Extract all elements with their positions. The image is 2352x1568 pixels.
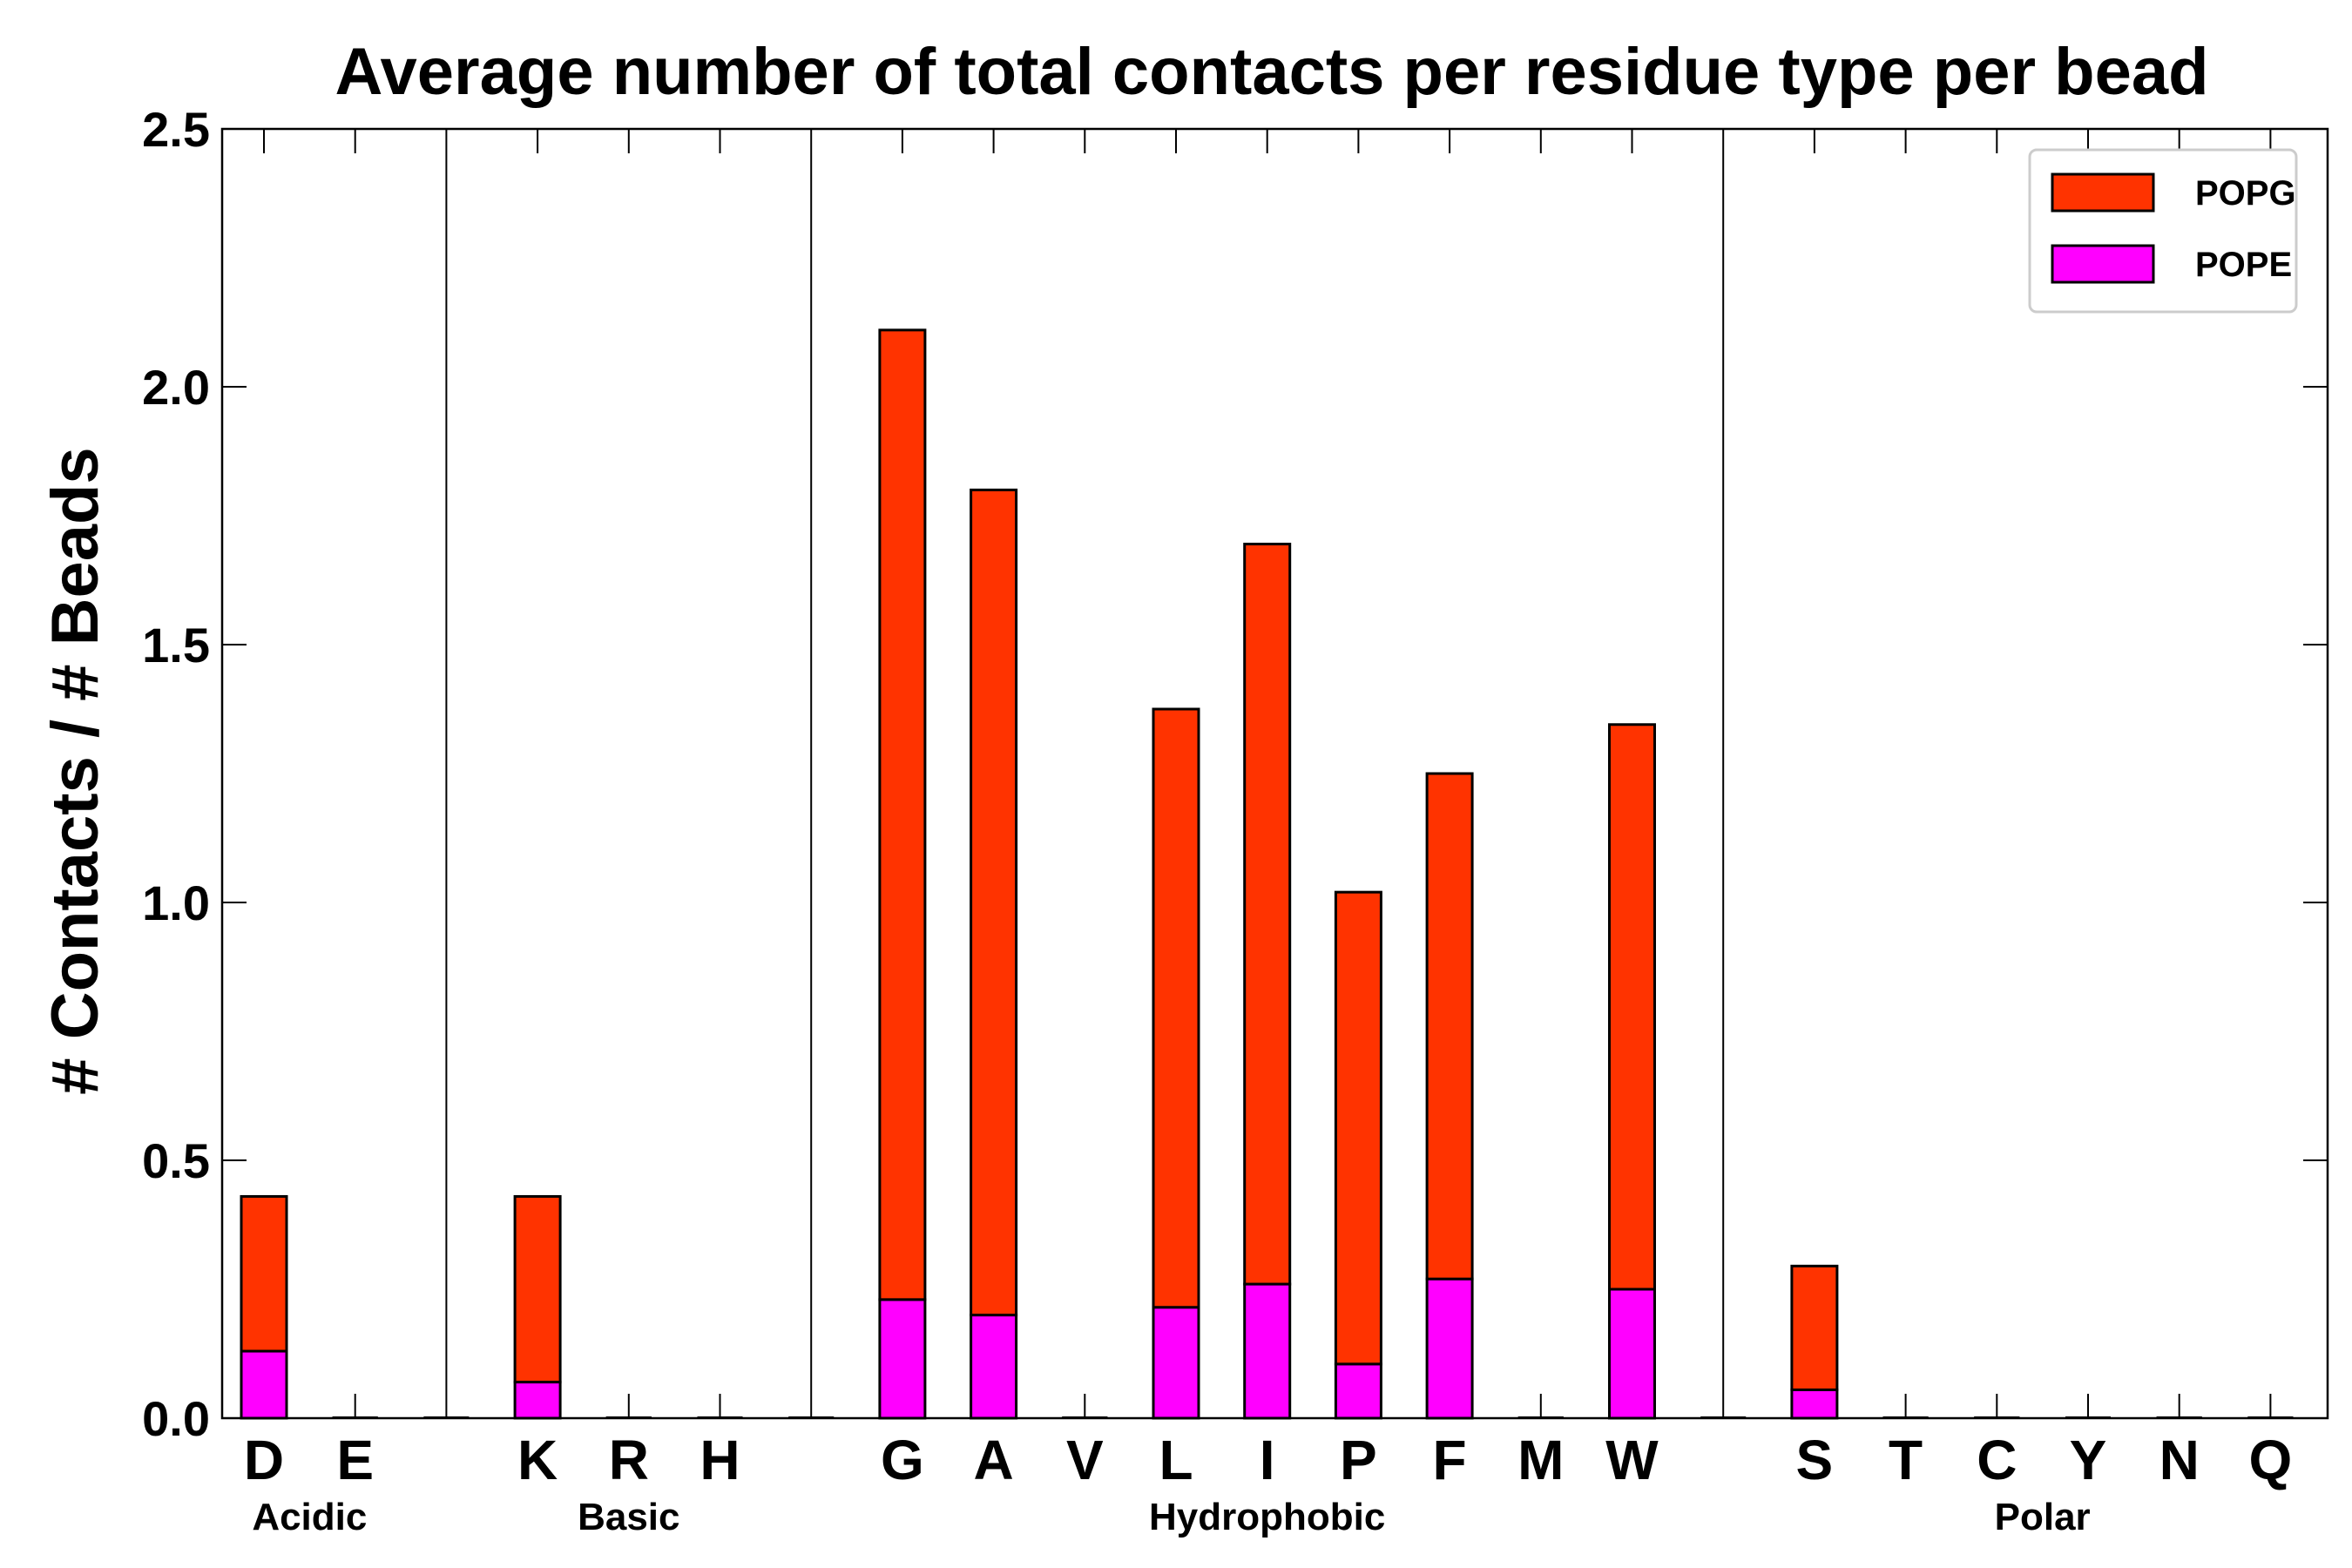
y-tick-label: 1.5	[142, 618, 210, 672]
bar-pope-s	[1790, 1388, 1839, 1420]
x-tick-label: W	[1605, 1429, 1659, 1491]
x-tick-label: G	[881, 1429, 924, 1491]
x-tick-label: C	[1977, 1429, 2017, 1491]
bar-popg-k	[513, 1194, 562, 1384]
bar-popg-d	[240, 1194, 288, 1353]
bar-popg-i	[1243, 543, 1292, 1286]
group-label: Hydrophobic	[1149, 1496, 1385, 1538]
bar-pope-f	[1425, 1277, 1474, 1420]
bar-popg-f	[1425, 772, 1474, 1281]
x-tick-label: L	[1159, 1429, 1193, 1491]
x-tick-label: F	[1433, 1429, 1467, 1491]
bar-pope-a	[970, 1314, 1018, 1420]
y-tick-label: 0.0	[142, 1391, 210, 1446]
bar-pope-l	[1152, 1306, 1200, 1420]
y-tick-label: 2.5	[142, 102, 210, 157]
bar-popg-s	[1790, 1264, 1839, 1391]
y-tick-label: 1.0	[142, 875, 210, 930]
y-tick-label: 2.0	[142, 360, 210, 415]
x-tick-label: R	[609, 1429, 649, 1491]
bar-pope-d	[240, 1349, 288, 1420]
group-label: Polar	[1995, 1496, 2091, 1538]
x-tick-label: N	[2159, 1429, 2200, 1491]
x-tick-label: Q	[2249, 1429, 2293, 1491]
y-axis-label: # Contacts / # Beads	[38, 447, 112, 1094]
bar-pope-p	[1334, 1362, 1382, 1420]
legend-label-popg: POPG	[2195, 174, 2296, 213]
bar-pope-w	[1608, 1288, 1656, 1420]
bar-pope-i	[1243, 1282, 1292, 1420]
chart-title: Average number of total contacts per res…	[335, 35, 2208, 109]
bar-popg-a	[970, 488, 1018, 1317]
legend-swatch-popg	[2051, 172, 2155, 213]
x-tick-label: E	[336, 1429, 374, 1491]
x-tick-label: K	[517, 1429, 558, 1491]
group-label: Basic	[578, 1496, 679, 1538]
x-tick-label: A	[973, 1429, 1013, 1491]
bar-pope-g	[878, 1298, 927, 1420]
bar-pope-k	[513, 1381, 562, 1420]
x-tick-label: P	[1340, 1429, 1377, 1491]
x-tick-label: H	[700, 1429, 740, 1491]
x-tick-label: V	[1066, 1429, 1104, 1491]
x-tick-label: M	[1517, 1429, 1564, 1491]
legend: POPG POPE	[2028, 148, 2298, 314]
legend-swatch-pope	[2051, 244, 2155, 284]
legend-label-pope: POPE	[2195, 246, 2292, 284]
bar-popg-p	[1334, 890, 1382, 1366]
x-tick-label: D	[244, 1429, 284, 1491]
x-tick-label: Y	[2070, 1429, 2107, 1491]
plot-area: 0.0 0.5 1.0 1.5 2.0 2.5 D E K R H G A V L I P F M W S T C Y N Q Ac…	[142, 102, 2329, 1538]
bar-popg-l	[1152, 707, 1200, 1309]
group-label: Acidic	[252, 1496, 367, 1538]
x-tick-label: I	[1260, 1429, 1275, 1491]
y-tick-label: 0.5	[142, 1133, 210, 1188]
x-tick-label: S	[1796, 1429, 1834, 1491]
x-tick-label: T	[1889, 1429, 1923, 1491]
bar-popg-g	[878, 328, 927, 1301]
bar-popg-w	[1608, 723, 1656, 1291]
